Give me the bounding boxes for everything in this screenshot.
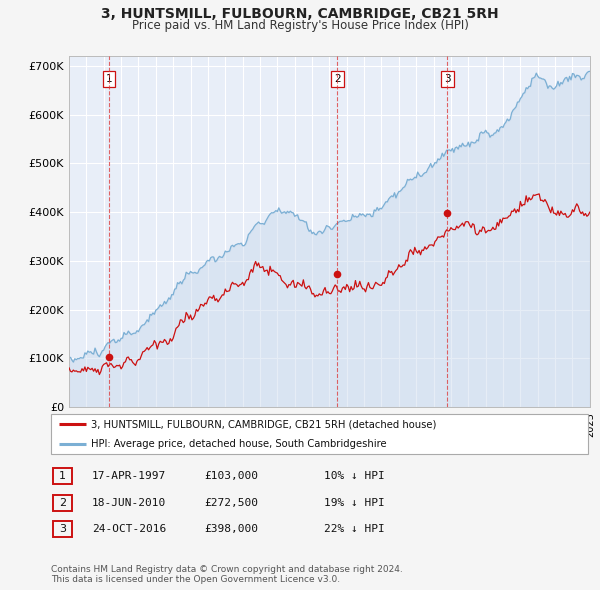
Text: 10% ↓ HPI: 10% ↓ HPI [324,471,385,481]
Text: 19% ↓ HPI: 19% ↓ HPI [324,498,385,507]
Text: 3: 3 [59,525,66,534]
Text: HPI: Average price, detached house, South Cambridgeshire: HPI: Average price, detached house, Sout… [91,440,387,449]
Text: 2: 2 [334,74,341,84]
Text: 3, HUNTSMILL, FULBOURN, CAMBRIDGE, CB21 5RH: 3, HUNTSMILL, FULBOURN, CAMBRIDGE, CB21 … [101,7,499,21]
Text: 1: 1 [59,471,66,481]
Text: £103,000: £103,000 [204,471,258,481]
Bar [53,494,72,511]
Text: 18-JUN-2010: 18-JUN-2010 [92,498,166,507]
Text: 24-OCT-2016: 24-OCT-2016 [92,525,166,534]
Text: £272,500: £272,500 [204,498,258,507]
Text: 3, HUNTSMILL, FULBOURN, CAMBRIDGE, CB21 5RH (detached house): 3, HUNTSMILL, FULBOURN, CAMBRIDGE, CB21 … [91,419,437,429]
Text: 22% ↓ HPI: 22% ↓ HPI [324,525,385,534]
Text: 2: 2 [59,498,66,507]
Text: £398,000: £398,000 [204,525,258,534]
Text: 3: 3 [444,74,451,84]
Text: Contains HM Land Registry data © Crown copyright and database right 2024.: Contains HM Land Registry data © Crown c… [51,565,403,574]
Bar [53,468,72,484]
Text: 17-APR-1997: 17-APR-1997 [92,471,166,481]
Text: This data is licensed under the Open Government Licence v3.0.: This data is licensed under the Open Gov… [51,575,340,584]
Text: Price paid vs. HM Land Registry's House Price Index (HPI): Price paid vs. HM Land Registry's House … [131,19,469,32]
Bar [53,521,72,537]
Text: 1: 1 [106,74,112,84]
